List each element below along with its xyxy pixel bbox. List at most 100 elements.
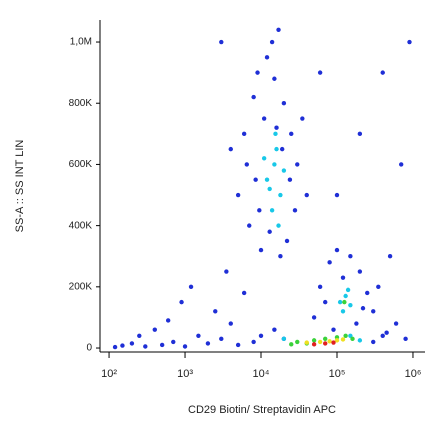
point (281, 336, 287, 342)
point (407, 39, 412, 45)
y-tick-label: 200K (69, 281, 93, 292)
x-tick-label: 10³ (177, 368, 193, 380)
point (213, 309, 218, 314)
point (304, 340, 309, 345)
point (300, 116, 305, 121)
point (267, 186, 272, 192)
point (334, 192, 340, 198)
point (311, 342, 317, 347)
point (261, 156, 267, 161)
point (342, 299, 347, 305)
point (334, 338, 340, 343)
point (284, 238, 290, 244)
point (281, 168, 287, 173)
point (357, 269, 363, 274)
point (219, 39, 224, 45)
point (272, 76, 277, 81)
point (235, 342, 241, 348)
x-tick-label: 10⁴ (253, 368, 270, 380)
point (357, 338, 363, 343)
point (334, 247, 340, 253)
point (380, 333, 385, 338)
point (165, 318, 171, 323)
point (261, 116, 267, 121)
point (278, 254, 283, 259)
point (264, 55, 270, 60)
point (387, 254, 393, 259)
point (120, 343, 125, 348)
point (269, 208, 275, 213)
point (253, 177, 258, 182)
point (196, 333, 201, 338)
point (357, 131, 363, 137)
point (219, 336, 224, 342)
point (112, 344, 118, 350)
point (292, 208, 298, 213)
point (159, 342, 165, 348)
point (295, 339, 300, 345)
y-tick-label: 0 (86, 343, 92, 354)
point (241, 131, 247, 137)
point (244, 162, 249, 167)
x-tick-label: 10⁶ (405, 368, 422, 380)
point (269, 39, 275, 45)
point (289, 131, 294, 137)
point (235, 192, 241, 198)
point (273, 131, 278, 137)
point (281, 101, 287, 106)
point (371, 339, 376, 345)
point (331, 340, 336, 345)
point (267, 229, 272, 234)
point (276, 223, 281, 228)
point (179, 299, 184, 305)
point (365, 290, 370, 296)
point (360, 306, 366, 311)
x-tick-label: 10⁵ (329, 368, 346, 380)
point (393, 321, 399, 326)
point (354, 321, 359, 326)
point (137, 333, 142, 338)
point (323, 336, 328, 342)
y-axis-label: SS-A :: SS INT LIN (14, 140, 26, 233)
point (182, 344, 188, 349)
point (278, 192, 283, 198)
point (251, 94, 256, 100)
point (327, 260, 332, 265)
point (289, 342, 294, 347)
point (272, 327, 277, 332)
point (317, 284, 323, 290)
point (350, 336, 355, 342)
point (340, 275, 346, 280)
point (258, 333, 264, 338)
point (311, 338, 317, 343)
point (279, 146, 285, 152)
x-tick-label: 10² (101, 368, 117, 380)
point (348, 333, 353, 338)
point (228, 146, 233, 152)
point (348, 254, 353, 259)
point (304, 192, 309, 198)
point (323, 341, 328, 346)
point (257, 208, 262, 213)
point (345, 287, 351, 293)
point (171, 339, 176, 345)
point (129, 341, 135, 346)
x-axis-label: CD29 Biotin/ Streptavidin APC (188, 404, 336, 416)
point (272, 162, 277, 167)
point (317, 70, 323, 75)
point (276, 27, 281, 32)
point (251, 339, 256, 345)
point (371, 309, 376, 314)
point (384, 330, 389, 335)
point (274, 125, 279, 130)
y-tick-label: 600K (69, 159, 93, 170)
point (343, 333, 348, 338)
point (152, 327, 157, 332)
point (247, 223, 252, 228)
point (311, 315, 317, 320)
point (287, 177, 293, 182)
point (264, 177, 270, 182)
point (228, 321, 233, 326)
point (274, 146, 279, 152)
